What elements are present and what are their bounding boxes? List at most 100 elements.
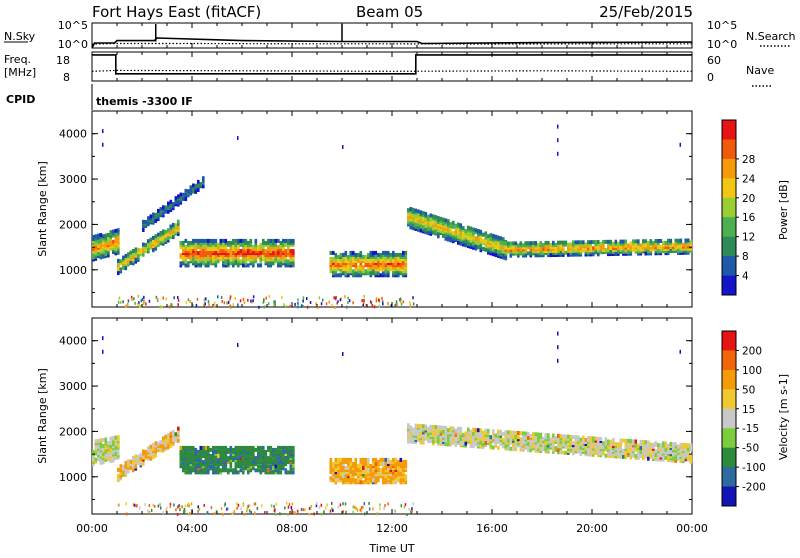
echo-cell — [177, 438, 180, 443]
echo-cell — [212, 466, 215, 471]
echo-cell — [199, 263, 203, 268]
echo-cell — [574, 252, 578, 257]
echo-cell — [434, 231, 438, 236]
echo-cell — [334, 472, 338, 477]
echo-cell — [519, 247, 523, 252]
nave-tick-high: 60 — [707, 54, 721, 67]
noise-cell — [213, 304, 216, 308]
echo-cell — [262, 249, 265, 254]
echo-cell — [162, 205, 165, 210]
echo-cell — [374, 250, 378, 255]
echo-cell — [439, 231, 443, 236]
echo-cell — [457, 228, 460, 233]
sparse-cell — [679, 349, 681, 354]
echo-cell — [274, 245, 278, 249]
colorbar-tick-label: 100 — [742, 365, 762, 377]
noise-cell — [213, 512, 216, 516]
echo-cell — [477, 237, 480, 242]
echo-cell — [442, 217, 445, 222]
echo-cell — [242, 466, 245, 471]
echo-cell — [662, 443, 665, 448]
echo-cell — [187, 245, 190, 249]
echo-cell — [332, 472, 335, 477]
echo-cell — [572, 449, 575, 454]
y-tick-label: 3000 — [59, 380, 87, 393]
echo-cell — [197, 449, 200, 454]
echo-cell — [157, 242, 160, 247]
echo-cell — [557, 433, 560, 438]
echo-cell — [472, 431, 475, 436]
echo-cell — [477, 432, 480, 437]
echo-cell — [554, 253, 558, 257]
echo-cell — [137, 458, 140, 463]
echo-cell — [107, 449, 110, 454]
echo-cell — [259, 445, 263, 450]
echo-cell — [589, 248, 593, 253]
echo-cell — [124, 256, 128, 260]
echo-cell — [522, 251, 525, 256]
noise-cell — [290, 506, 293, 510]
echo-cell — [377, 265, 380, 270]
echo-cell — [242, 458, 245, 463]
echo-cell — [524, 253, 528, 258]
echo-cell — [679, 450, 683, 455]
echo-cell — [342, 462, 345, 466]
noise-cell — [355, 506, 357, 510]
echo-cell — [664, 447, 668, 452]
echo-cell — [489, 233, 493, 238]
colorbar-segment — [722, 275, 736, 296]
echo-cell — [352, 250, 355, 255]
echo-cell — [489, 435, 493, 440]
echo-cell — [579, 441, 583, 446]
echo-cell — [112, 458, 115, 463]
echo-cell — [254, 238, 258, 243]
echo-cell — [254, 462, 258, 467]
echo-cell — [587, 450, 590, 455]
echo-cell — [137, 256, 140, 260]
echo-cell — [104, 233, 108, 238]
echo-cell — [112, 444, 115, 449]
echo-cell — [427, 214, 430, 219]
echo-cell — [592, 438, 595, 443]
echo-cell — [507, 241, 510, 246]
echo-cell — [499, 252, 503, 257]
echo-cell — [204, 257, 208, 262]
echo-cell — [267, 261, 270, 266]
echo-cell — [584, 248, 588, 253]
echo-cell — [247, 466, 250, 471]
echo-cell — [607, 441, 610, 446]
echo-cell — [497, 241, 500, 246]
echo-cell — [257, 255, 260, 260]
echo-cell — [412, 431, 415, 436]
echo-cell — [204, 466, 208, 471]
echo-cell — [649, 442, 653, 447]
echo-cell — [204, 259, 208, 264]
echo-cell — [232, 470, 235, 475]
echo-cell — [217, 255, 220, 260]
echo-cell — [507, 434, 510, 439]
echo-cell — [472, 440, 475, 445]
colorbar-tick-label: -50 — [742, 443, 759, 455]
echo-cell — [157, 232, 160, 237]
y-tick-label: 1000 — [59, 471, 87, 484]
sparse-cell — [237, 136, 239, 140]
echo-cell — [182, 259, 185, 264]
noise-cell — [165, 506, 168, 510]
echo-cell — [642, 245, 645, 250]
echo-cell — [442, 440, 445, 444]
echo-cell — [204, 263, 208, 268]
echo-cell — [639, 452, 643, 457]
echo-cell — [499, 433, 503, 438]
echo-cell — [579, 248, 583, 253]
echo-cell — [342, 457, 345, 462]
echo-cell — [107, 253, 110, 258]
noise-cell — [323, 510, 325, 514]
echo-cell — [357, 259, 360, 263]
echo-cell — [369, 472, 373, 477]
echo-cell — [579, 445, 583, 450]
echo-cell — [587, 250, 590, 255]
echo-cell — [124, 463, 128, 467]
echo-cell — [164, 205, 168, 210]
echo-cell — [249, 468, 253, 473]
echo-cell — [574, 244, 578, 249]
